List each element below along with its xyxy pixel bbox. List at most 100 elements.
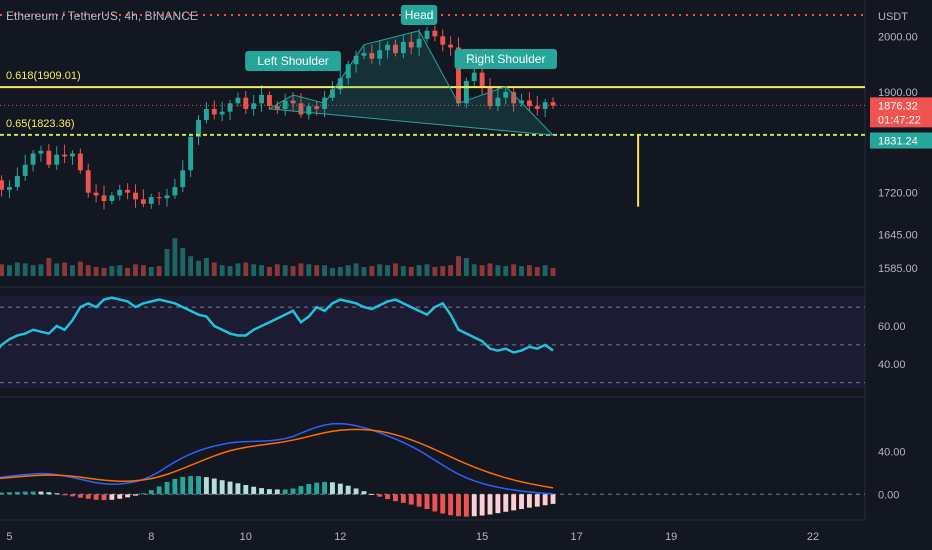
candle-body xyxy=(495,97,501,107)
candle-body xyxy=(511,92,517,104)
level-price-badge xyxy=(870,132,932,149)
candle-body xyxy=(345,64,351,79)
macd-histogram-bar xyxy=(526,494,532,508)
currency-label: USDT xyxy=(878,11,908,23)
macd-histogram-bar xyxy=(282,489,288,495)
macd-histogram-bar xyxy=(448,494,454,516)
candle-body xyxy=(125,189,131,193)
candle-body xyxy=(70,153,75,157)
macd-histogram-bar xyxy=(117,494,123,499)
volume-bar xyxy=(345,265,351,276)
macd-histogram-bar xyxy=(62,494,68,496)
macd-histogram-bar xyxy=(353,488,359,495)
macd-histogram-bar xyxy=(298,486,304,495)
pattern-label: Head xyxy=(405,8,434,22)
candle-body xyxy=(46,150,52,165)
volume-bar xyxy=(290,266,296,276)
volume-bar xyxy=(353,263,359,276)
candle-body xyxy=(156,197,162,199)
candle-body xyxy=(550,102,556,106)
candle-body xyxy=(227,103,233,112)
candle-body xyxy=(377,50,383,59)
macd-histogram-bar xyxy=(14,491,20,495)
macd-histogram-bar xyxy=(519,494,524,510)
macd-histogram-bar xyxy=(314,482,320,495)
macd-histogram-bar xyxy=(172,478,178,495)
macd-histogram-bar xyxy=(479,494,485,516)
last-price-badge xyxy=(870,97,932,128)
macd-histogram-bar xyxy=(211,478,217,495)
fib-618-label: 0.618(1909.01) xyxy=(6,70,81,82)
macd-histogram-bar xyxy=(227,481,233,495)
candle-body xyxy=(361,53,367,56)
volume-bar xyxy=(503,266,509,276)
macd-histogram-bar xyxy=(219,480,225,495)
candle-body xyxy=(85,170,91,193)
macd-histogram-bar xyxy=(7,492,12,495)
volume-bar xyxy=(448,265,454,276)
volume-bar xyxy=(219,265,225,276)
candle-body xyxy=(140,199,146,204)
candle-body xyxy=(38,150,44,154)
volume-bar xyxy=(519,266,524,276)
macd-histogram-bar xyxy=(203,477,209,495)
price-tick-label: 1645.00 xyxy=(878,230,918,242)
volume-bar xyxy=(38,264,44,276)
macd-histogram-bar xyxy=(345,485,351,495)
macd-histogram-bar xyxy=(140,493,146,495)
volume-bar xyxy=(542,265,548,276)
macd-histogram-bar xyxy=(93,494,99,500)
volume-bar xyxy=(282,265,288,276)
volume-bar xyxy=(211,262,217,276)
volume-bar xyxy=(164,249,170,276)
candle-body xyxy=(526,100,532,107)
last-price-value: 1876.32 xyxy=(878,100,918,112)
volume-bar xyxy=(511,264,517,276)
macd-histogram-bar xyxy=(235,483,241,495)
candle-body xyxy=(188,136,194,171)
macd-histogram-bar xyxy=(266,489,272,495)
fib-65-label: 0.65(1823.36) xyxy=(6,118,75,130)
macd-histogram-bar xyxy=(22,491,28,495)
volume-bar xyxy=(30,265,36,276)
volume-bar xyxy=(0,264,5,276)
candle-body xyxy=(400,41,406,54)
volume-bar xyxy=(361,267,367,276)
macd-histogram-bar xyxy=(408,494,414,505)
volume-bar xyxy=(109,266,115,276)
candle-body xyxy=(101,195,107,202)
candle-body xyxy=(180,170,186,188)
macd-histogram-bar xyxy=(85,494,91,499)
macd-histogram-bar xyxy=(330,482,335,495)
macd-histogram-bar xyxy=(243,485,249,495)
volume-bar xyxy=(432,267,438,276)
macd-histogram-bar xyxy=(306,484,312,495)
time-tick-label: 5 xyxy=(6,531,12,543)
volume-bar xyxy=(14,262,20,276)
candle-body xyxy=(353,55,359,65)
candle-body xyxy=(93,192,99,196)
candle-body xyxy=(117,189,123,196)
volume-bar xyxy=(93,267,99,276)
candle-body xyxy=(54,154,60,165)
time-tick-label: 10 xyxy=(240,531,252,543)
volume-bar xyxy=(133,264,138,276)
volume-bar xyxy=(196,260,201,276)
bar-countdown: 01:47:22 xyxy=(878,114,921,126)
price-tick-label: 1720.00 xyxy=(878,188,918,200)
volume-bar xyxy=(487,263,493,276)
volume-bar xyxy=(140,265,146,276)
volume-bar xyxy=(322,265,328,276)
time-tick-label: 8 xyxy=(148,531,154,543)
macd-histogram-bar xyxy=(54,493,60,495)
pattern-label-box xyxy=(245,51,341,71)
price-tick-label: 1585.00 xyxy=(878,263,918,275)
volume-bar xyxy=(306,264,312,276)
volume-bar xyxy=(393,263,398,276)
volume-bar xyxy=(125,267,131,276)
macd-histogram-bar xyxy=(0,492,5,495)
time-tick-label: 22 xyxy=(807,531,819,543)
macd-histogram-bar xyxy=(337,483,343,495)
macd-histogram-bar xyxy=(550,494,556,504)
